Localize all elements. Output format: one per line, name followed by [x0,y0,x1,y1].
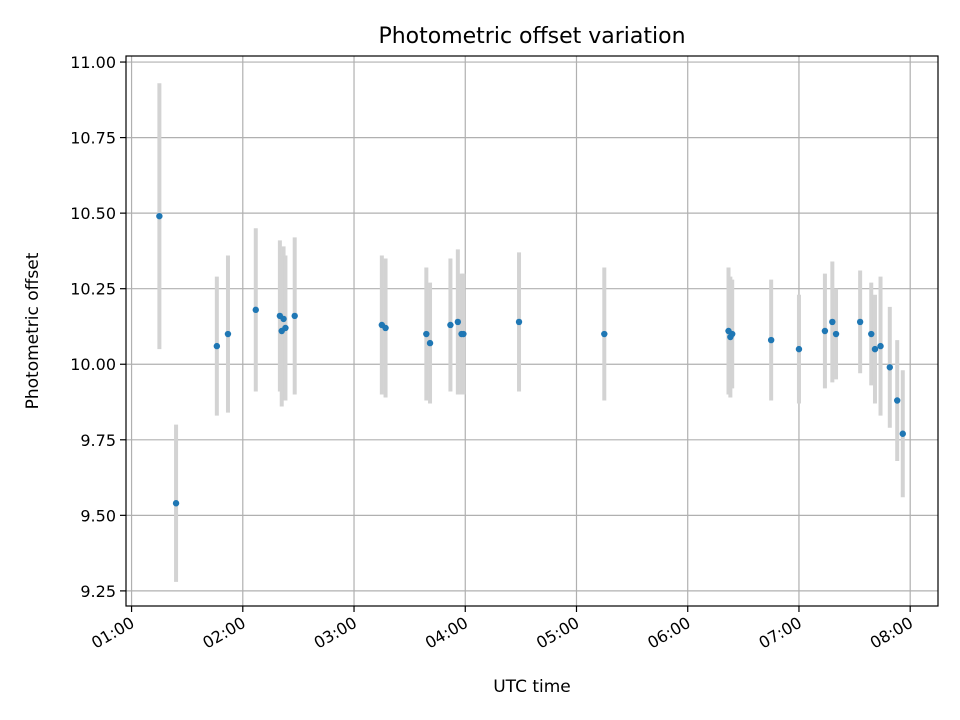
data-point [280,315,287,323]
grid-lines [126,56,938,606]
data-point [213,342,221,350]
data-point [795,345,803,353]
data-point [282,324,289,332]
data-points [156,212,906,507]
plot-frame [125,55,939,607]
y-axis-ticks: 9.25 9.50 9.75 10.00 10.25 10.50 10.75 11.00 [70,53,126,601]
y-tick-label: 10.00 [70,355,116,374]
data-point [515,318,523,326]
y-tick-label: 10.75 [70,129,116,148]
y-tick-label: 10.50 [70,204,116,223]
data-point [894,397,901,404]
x-axis-label: UTC time [493,677,571,697]
y-axis-label: Photometric offset [23,252,43,409]
y-tick-label: 9.75 [80,431,116,450]
data-point [821,327,829,335]
data-point [899,430,906,437]
y-tick-label: 11.00 [70,53,116,72]
data-point [454,318,462,326]
data-point [224,330,232,338]
y-tick-label: 9.50 [80,506,116,525]
data-point [291,312,298,320]
data-point [172,500,180,507]
data-point [447,321,454,329]
data-point [868,330,875,338]
data-point [871,345,879,353]
data-point [252,306,259,314]
data-point [729,330,736,338]
data-point [829,318,836,326]
y-tick-label: 10.25 [70,280,116,299]
data-point [767,336,775,344]
data-point [423,330,430,338]
data-point [832,330,840,338]
data-point [877,342,884,350]
data-point [856,318,864,326]
data-point [426,339,434,347]
y-tick-label: 9.25 [80,582,116,601]
chart-title: Photometric offset variation [378,24,685,49]
data-point [156,212,163,220]
data-point [886,364,893,371]
data-point [460,330,467,338]
data-point [382,324,389,332]
data-point [601,330,608,338]
